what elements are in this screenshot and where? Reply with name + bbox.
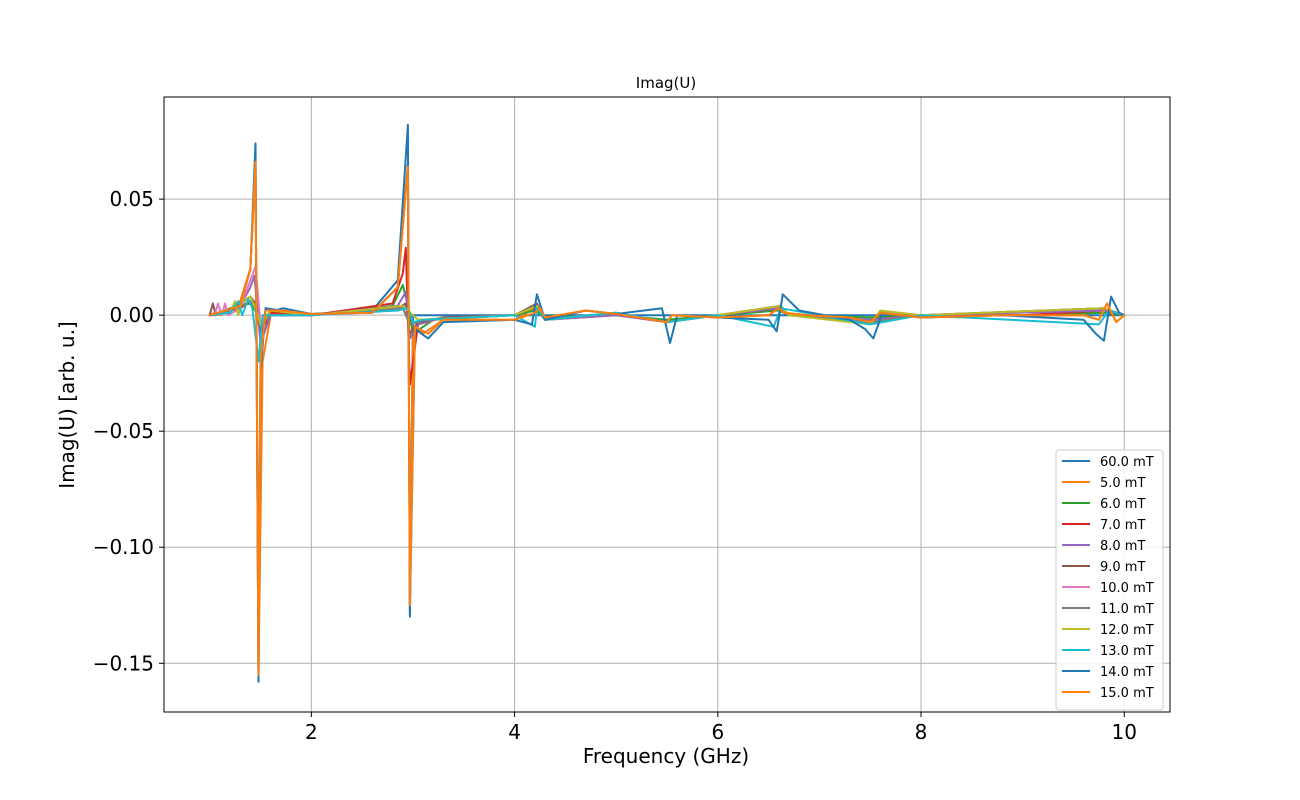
x-tick-label: 4 (508, 720, 521, 744)
legend-label: 9.0 mT (1100, 560, 1145, 575)
x-axis-title: Frequency (GHz) (583, 744, 749, 768)
legend-label: 6.0 mT (1100, 497, 1145, 512)
legend-label: 11.0 mT (1100, 602, 1154, 617)
legend-label: 12.0 mT (1100, 623, 1154, 638)
y-tick-label: −0.15 (93, 651, 154, 675)
legend-label: 10.0 mT (1100, 581, 1154, 596)
plot-frame (163, 96, 1171, 713)
y-tick-label: 0.00 (109, 303, 154, 327)
plot-area (208, 123, 1126, 683)
y-tick-label: −0.10 (93, 535, 154, 559)
y-axis-title: Imag(U) [arb. u.] (55, 321, 79, 488)
x-tick-label: 6 (711, 720, 724, 744)
legend: 60.0 mT 5.0 mT 6.0 mT 7.0 mT 8.0 mT 9.0 mT 10.… (1055, 449, 1164, 711)
y-tick-label: 0.05 (109, 187, 154, 211)
y-axis-ticks: 0.05 0.00 −0.05 −0.10 −0.15 (93, 187, 164, 675)
x-tick-label: 2 (305, 720, 318, 744)
legend-label: 5.0 mT (1100, 476, 1145, 491)
y-tick-label: −0.05 (93, 419, 154, 443)
legend-label: 60.0 mT (1100, 455, 1154, 470)
legend-label: 13.0 mT (1100, 644, 1154, 659)
legend-box (1055, 449, 1164, 711)
x-tick-label: 10 (1112, 720, 1137, 744)
series-layer (208, 123, 1126, 683)
x-axis-ticks: 2 4 6 8 10 (305, 712, 1137, 744)
legend-label: 15.0 mT (1100, 686, 1154, 701)
legend-label: 8.0 mT (1100, 539, 1145, 554)
legend-label: 7.0 mT (1100, 518, 1145, 533)
chart-title: Imag(U) (636, 74, 696, 92)
x-tick-label: 8 (915, 720, 928, 744)
series-line-11 (208, 161, 1126, 676)
legend-label: 14.0 mT (1100, 665, 1154, 680)
